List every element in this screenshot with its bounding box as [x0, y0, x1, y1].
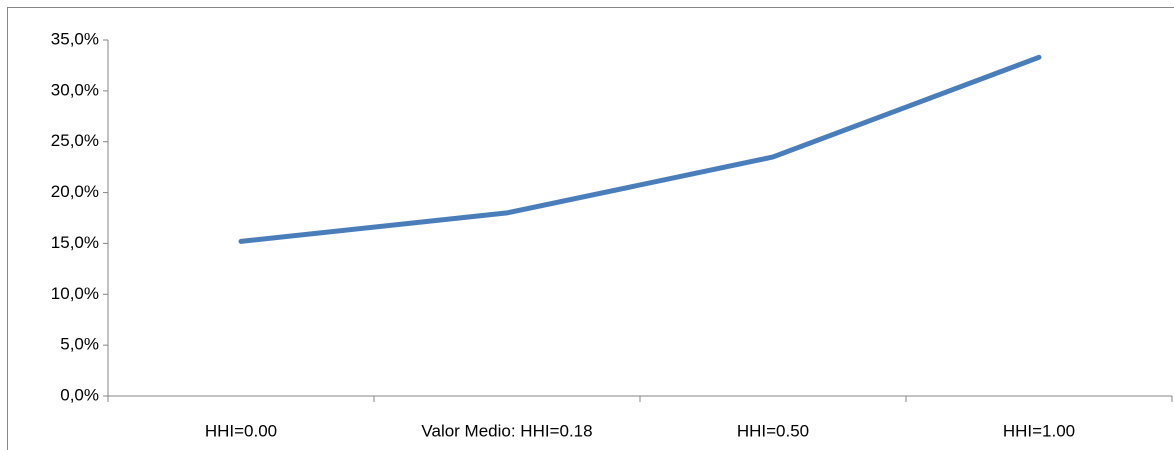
y-tick-label: 35,0%	[51, 29, 99, 48]
y-tick-label: 15,0%	[51, 233, 99, 252]
y-tick-label: 20,0%	[51, 182, 99, 201]
y-tick-label: 30,0%	[51, 80, 99, 99]
y-tick-label: 5,0%	[60, 335, 99, 354]
y-tick-label: 0,0%	[60, 385, 99, 404]
chart-frame	[7, 7, 1174, 450]
y-tick-label: 25,0%	[51, 131, 99, 150]
y-tick-label: 10,0%	[51, 284, 99, 303]
line	[238, 54, 1042, 244]
x-tick-label: HHI=0.00	[205, 421, 277, 440]
x-tick-label: HHI=0.50	[737, 421, 809, 440]
x-tick-label: HHI=1.00	[1003, 421, 1075, 440]
x-tick-label: Valor Medio: HHI=0.18	[421, 421, 592, 440]
